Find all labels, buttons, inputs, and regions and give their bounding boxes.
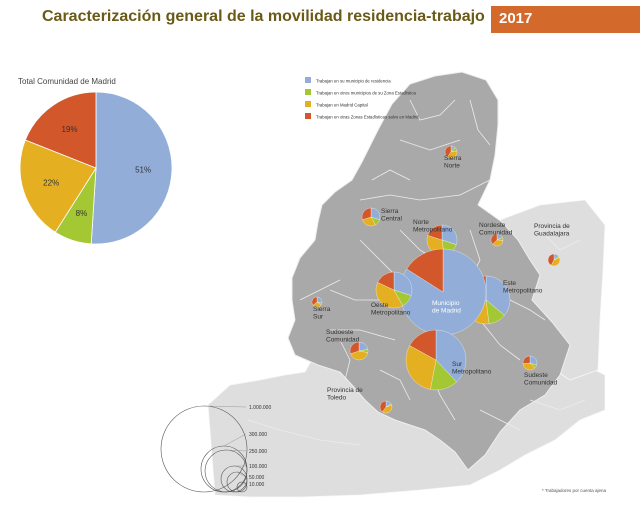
zone-pie-4-slice-3 — [547, 253, 555, 266]
zone-pie-7-slice-3 — [377, 271, 395, 291]
zone-label-3: Nordeste Comunidad — [479, 222, 513, 237]
zone-pies: Sierra Norte Sierra Central Norte Metropolita… — [311, 145, 570, 414]
zone-label-12: Provincia de Toledo — [327, 387, 363, 402]
total-pie-label-0: 51% — [135, 165, 151, 174]
map-boundaries — [247, 99, 586, 446]
legend-swatch-1 — [305, 89, 311, 95]
legend-label-2: Trabajan en Madrid Capital — [316, 103, 368, 108]
total-pie-slice-0 — [90, 91, 173, 245]
size-label-0: 1.000.000 — [249, 405, 271, 411]
size-legend: 1.000.000 300.000 250.000 100.000 50.00010.0… — [160, 405, 271, 493]
zone-pie-6-slice-3 — [406, 248, 444, 293]
size-label-5: 10.000 — [249, 482, 265, 488]
zone-label-6: Municipio de Madrid — [432, 300, 461, 315]
total-pie-slice-2 — [19, 139, 97, 233]
zone-pie-12-slice-3 — [379, 400, 387, 413]
zone-pie-1-slice-3 — [361, 207, 372, 220]
zone-label-8: Sierra Sur — [313, 306, 331, 321]
footnote: * Trabajadores por cuenta ajena — [542, 488, 607, 493]
legend-swatch-2 — [305, 101, 311, 107]
zone-label-2: Norte Metropolitano — [413, 219, 453, 234]
zone-pie-8-slice-3 — [311, 296, 318, 306]
zone-label-10: Sur Metropolitano — [452, 361, 492, 376]
total-pie-label-3: 19% — [62, 125, 78, 134]
page-title: Caracterización general de la movilidad … — [42, 8, 485, 25]
zone-label-11: Sudeste Comunidad — [524, 372, 558, 387]
total-pie-label-1: 8% — [76, 209, 88, 218]
zone-pie-7-slice-2 — [375, 282, 403, 309]
zone-pie-5-slice-0 — [485, 275, 511, 316]
total-pie-chart: 51% 8% 22% 19% — [19, 91, 173, 245]
zone-pie-9-slice-2 — [350, 350, 369, 361]
legend-swatch-3 — [305, 113, 311, 119]
zone-pie-10-slice-0 — [435, 329, 467, 383]
zone-pie-0-slice-3 — [444, 145, 452, 158]
total-pie-title: Total Comunidad de Madrid — [18, 77, 116, 86]
zone-label-0: Sierra Norte — [444, 155, 462, 170]
total-pie-label-2: 22% — [43, 179, 59, 188]
legend-swatch-0 — [305, 77, 311, 83]
legend-label-0: Trabajan en su municipio de residencia — [316, 79, 391, 84]
size-label-4: 50.000 — [249, 475, 265, 481]
zone-pie-2-slice-3 — [427, 224, 443, 241]
total-pie-slice-3 — [24, 91, 97, 169]
zone-label-5: Este Metropolitano — [503, 280, 543, 295]
map-legend: Trabajan en su municipio de residencia Tr… — [305, 77, 419, 120]
legend-label-1: Trabajan en otros municipios de su Zona … — [316, 91, 417, 96]
zone-label-9: Sudoeste Comunidad — [326, 329, 360, 344]
year-badge: 2017 — [491, 6, 640, 33]
zone-label-4: Provincia de Guadalajara — [534, 223, 570, 238]
zone-pie-10-slice-3 — [409, 329, 437, 361]
zone-pie-10-slice-2 — [405, 345, 437, 390]
size-label-3: 100.000 — [249, 464, 267, 470]
zone-pie-9-slice-3 — [349, 341, 360, 354]
size-label-1: 300.000 — [249, 432, 267, 438]
zone-label-1: Sierra Central — [381, 208, 403, 223]
zone-pie-3-slice-3 — [490, 233, 498, 245]
zone-pie-11-slice-3 — [522, 355, 531, 364]
zone-pie-2-slice-0 — [441, 224, 458, 245]
size-label-2: 250.000 — [249, 449, 267, 455]
legend-label-3: Trabajan en otras Zonas Estadísticas sal… — [316, 115, 419, 120]
zone-label-7: Oeste Metropolitano — [371, 302, 411, 317]
zone-pie-7-slice-0 — [393, 271, 413, 296]
